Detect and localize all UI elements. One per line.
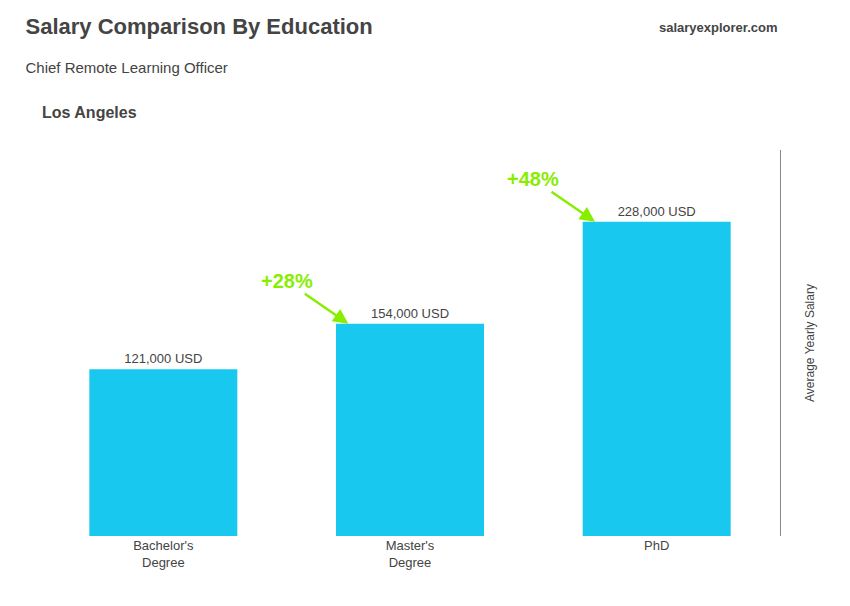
svg-text:Chief Remote Learning Officer: Chief Remote Learning Officer [26,59,228,76]
svg-text:salaryexplorer.com: salaryexplorer.com [659,20,778,35]
svg-text:Los Angeles: Los Angeles [42,104,137,121]
svg-text:Bachelor'sDegree: Bachelor'sDegree [133,538,194,570]
svg-text:154,000 USD: 154,000 USD [371,306,449,321]
svg-text:PhD: PhD [644,538,669,553]
svg-text:+48%: +48% [507,168,559,190]
svg-text:Average Yearly Salary: Average Yearly Salary [803,284,817,402]
svg-text:Master'sDegree: Master'sDegree [386,538,435,570]
svg-text:228,000 USD: 228,000 USD [618,204,696,219]
svg-text:Salary Comparison By Education: Salary Comparison By Education [26,14,373,39]
svg-text:+28%: +28% [261,270,313,292]
svg-text:121,000 USD: 121,000 USD [124,351,202,366]
